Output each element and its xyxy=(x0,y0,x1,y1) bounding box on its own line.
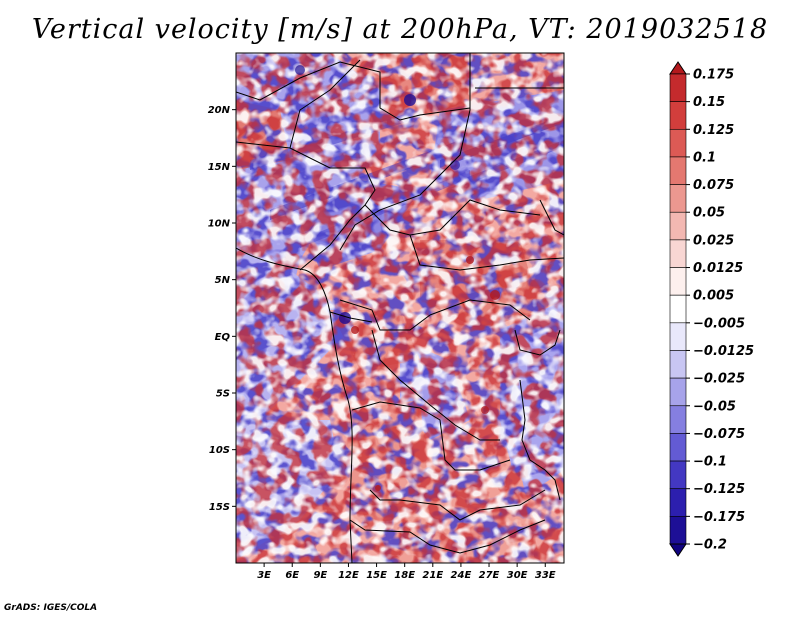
colorbar-swatch xyxy=(669,488,687,517)
colorbar-label: 0.05 xyxy=(693,206,725,221)
lat-tick-label: 5S xyxy=(216,389,230,400)
colorbar-label: 0.075 xyxy=(693,178,734,193)
lat-tick-label: 10N xyxy=(208,219,231,230)
lon-axis: 3E 6E 9E 12E 15E 18E 21E 24E 27E 30E 33E xyxy=(257,563,556,581)
colorbar-swatch xyxy=(669,128,687,158)
country-borders xyxy=(236,53,564,563)
colorbar-swatch xyxy=(669,516,687,545)
colorbar-swatch xyxy=(669,405,687,434)
colorbar-label: −0.005 xyxy=(693,316,745,331)
colorbar-label: 0.025 xyxy=(693,233,734,248)
colorbar-swatch xyxy=(669,156,687,185)
colorbar-swatch xyxy=(669,211,687,241)
colorbar-label: −0.0125 xyxy=(693,344,754,359)
lon-tick-label: 33E xyxy=(535,570,556,581)
lon-tick-label: 30E xyxy=(507,570,528,581)
colorbar-label: 0.1 xyxy=(693,150,716,165)
colorbar-label: −0.2 xyxy=(693,538,727,553)
lat-tick-label: 15N xyxy=(208,162,231,173)
colorbar-label: −0.1 xyxy=(693,455,727,470)
lon-tick-label: 21E xyxy=(422,570,443,581)
colorbar-swatch xyxy=(669,460,687,490)
colorbar-swatch xyxy=(669,184,687,213)
chart-title: Vertical velocity [m/s] at 200hPa, VT: 2… xyxy=(31,14,769,45)
colorbar-min-arrow xyxy=(669,543,687,557)
colorbar-swatch xyxy=(669,267,687,296)
lat-tick-label: 20N xyxy=(208,105,231,116)
colorbar-label: 0.005 xyxy=(693,289,734,304)
lat-axis: 20N 15N 10N 5N EQ 5S 10S 15S xyxy=(208,105,236,513)
lon-tick-label: 27E xyxy=(479,570,500,581)
colorbar-swatch xyxy=(669,433,687,462)
grads-credit: GrADS: IGES/COLA xyxy=(4,603,98,613)
map-frame xyxy=(235,52,565,564)
colorbar: 0.175 0.15 0.125 0.1 0.075 0.05 0.025 0.0125 0.0… xyxy=(669,61,754,557)
lat-tick-label: EQ xyxy=(215,332,231,343)
colorbar-swatch xyxy=(669,350,687,379)
lon-tick-label: 9E xyxy=(313,570,327,581)
colorbar-swatch xyxy=(669,377,687,407)
lon-tick-label: 3E xyxy=(257,570,271,581)
lon-tick-label: 24E xyxy=(451,570,472,581)
colorbar-label: −0.125 xyxy=(693,482,745,497)
colorbar-swatch xyxy=(669,73,687,102)
colorbar-label: 0.175 xyxy=(693,68,734,83)
lon-tick-label: 12E xyxy=(338,570,359,581)
colorbar-label: −0.05 xyxy=(693,399,736,414)
colorbar-label: 0.0125 xyxy=(693,261,743,276)
velocity-field xyxy=(236,53,564,563)
colorbar-label: −0.075 xyxy=(693,427,745,442)
colorbar-max-arrow xyxy=(669,61,687,75)
lat-tick-label: 15S xyxy=(209,502,230,513)
colorbar-label: 0.125 xyxy=(693,123,734,138)
colorbar-swatch xyxy=(669,101,687,130)
lon-tick-label: 18E xyxy=(394,570,415,581)
colorbar-swatch xyxy=(669,294,687,324)
colorbar-swatch xyxy=(669,239,687,268)
colorbar-label: −0.025 xyxy=(693,372,745,387)
lon-tick-label: 6E xyxy=(285,570,299,581)
colorbar-swatch xyxy=(669,322,687,351)
lat-tick-label: 5N xyxy=(215,275,231,286)
colorbar-label: −0.175 xyxy=(693,510,745,525)
lon-tick-label: 15E xyxy=(366,570,387,581)
lat-tick-label: 10S xyxy=(209,445,230,456)
colorbar-label: 0.15 xyxy=(693,95,725,110)
